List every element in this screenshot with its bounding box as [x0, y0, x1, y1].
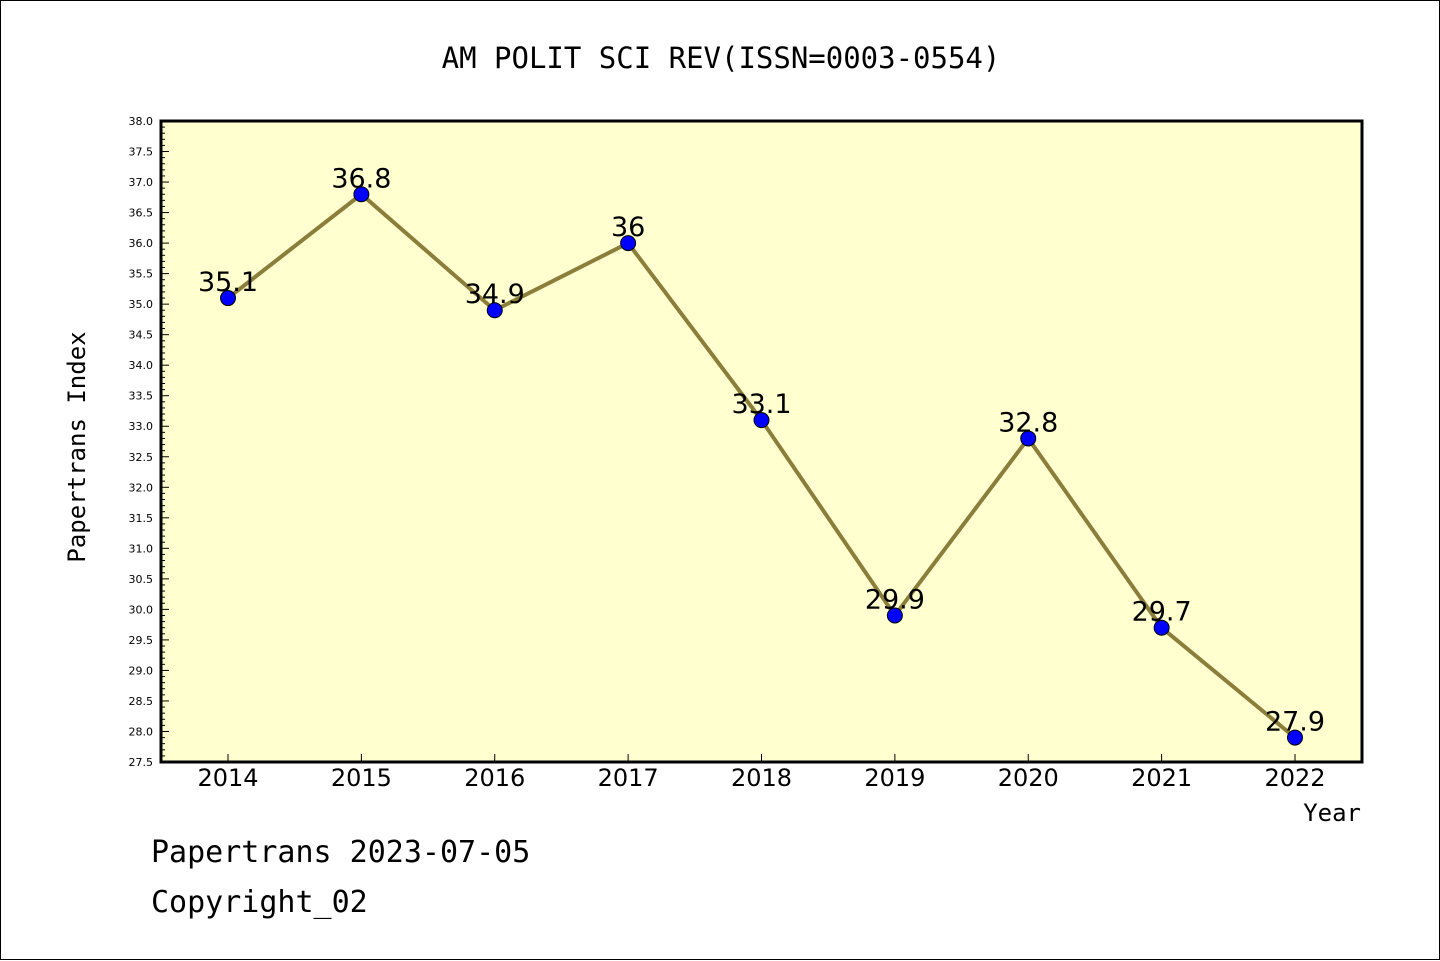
- data-point: [220, 290, 236, 307]
- x-axis: 2014 2015 2016 2017 2018 2019 2020 2021 2022: [197, 754, 1326, 792]
- data-label: 34.9: [465, 279, 525, 310]
- y-tick-label: 34.5: [129, 329, 154, 342]
- y-tick-label: 34.0: [129, 359, 154, 372]
- data-label: 29.9: [865, 584, 925, 615]
- x-tick-label: 2014: [197, 764, 258, 792]
- y-axis-label: Papertrans Index: [63, 331, 91, 562]
- data-point: [886, 607, 903, 624]
- y-tick-label: 27.5: [129, 756, 154, 769]
- data-label: 27.9: [1265, 707, 1325, 738]
- y-tick-label: 28.0: [129, 725, 154, 738]
- y-tick-label: 32.5: [129, 451, 154, 464]
- y-tick-label: 37.5: [129, 146, 154, 159]
- x-tick-label: 2022: [1264, 764, 1325, 792]
- x-tick-label: 2016: [464, 764, 525, 792]
- series-layer: 35.1 36.8 34.9 36 33.1 29.9 32.8 29.7 27.9: [198, 163, 1325, 746]
- footer-date-line: Papertrans 2023-07-05: [151, 835, 531, 870]
- y-tick-label: 38.0: [129, 115, 154, 128]
- data-label: 29.7: [1132, 597, 1192, 628]
- data-label: 33.1: [731, 389, 791, 420]
- plot-area: [159, 119, 1364, 764]
- chart-title: AM POLIT SCI REV(ISSN=0003-0554): [442, 41, 1001, 75]
- x-tick-label: 2019: [864, 764, 925, 792]
- x-tick-label: 2021: [1131, 764, 1192, 792]
- data-point: [486, 302, 503, 319]
- y-tick-label: 32.0: [129, 481, 154, 494]
- y-tick-label: 31.0: [129, 542, 154, 555]
- y-tick-label: 29.5: [129, 634, 154, 647]
- data-point: [1287, 729, 1303, 746]
- y-tick-label: 30.0: [129, 603, 154, 616]
- y-tick-label: 35.5: [129, 268, 154, 281]
- data-label: 36: [611, 212, 645, 243]
- data-point: [620, 235, 637, 252]
- y-tick-label: 35.0: [129, 298, 154, 311]
- data-point: [753, 412, 770, 429]
- y-tick-label: 31.5: [129, 512, 154, 525]
- y-tick-label: 33.5: [129, 390, 154, 403]
- y-tick-label: 36.5: [129, 207, 154, 220]
- data-label: 32.8: [998, 407, 1058, 438]
- y-tick-label: 28.5: [129, 695, 154, 708]
- data-point: [1020, 430, 1037, 447]
- data-label: 36.8: [331, 163, 391, 194]
- data-point: [353, 186, 370, 203]
- y-tick-label: 33.0: [129, 420, 154, 433]
- data-point: [1153, 619, 1170, 636]
- y-tick-label: 30.5: [129, 573, 154, 586]
- x-axis-label: Year: [1303, 799, 1361, 827]
- x-tick-label: 2018: [731, 764, 792, 792]
- y-tick-label: 36.0: [129, 237, 154, 250]
- y-tick-label: 29.0: [129, 664, 154, 677]
- data-label: 35.1: [198, 267, 258, 298]
- y-axis: 27.5 28.0 28.5 29.0 29.5 30.0 30.5 31.0 31.5 32.0…: [129, 115, 169, 769]
- y-tick-label: 37.0: [129, 176, 154, 189]
- x-tick-label: 2017: [598, 764, 659, 792]
- x-tick-label: 2015: [331, 764, 392, 792]
- footer-copyright: Copyright_02: [151, 885, 368, 920]
- x-tick-label: 2020: [998, 764, 1059, 792]
